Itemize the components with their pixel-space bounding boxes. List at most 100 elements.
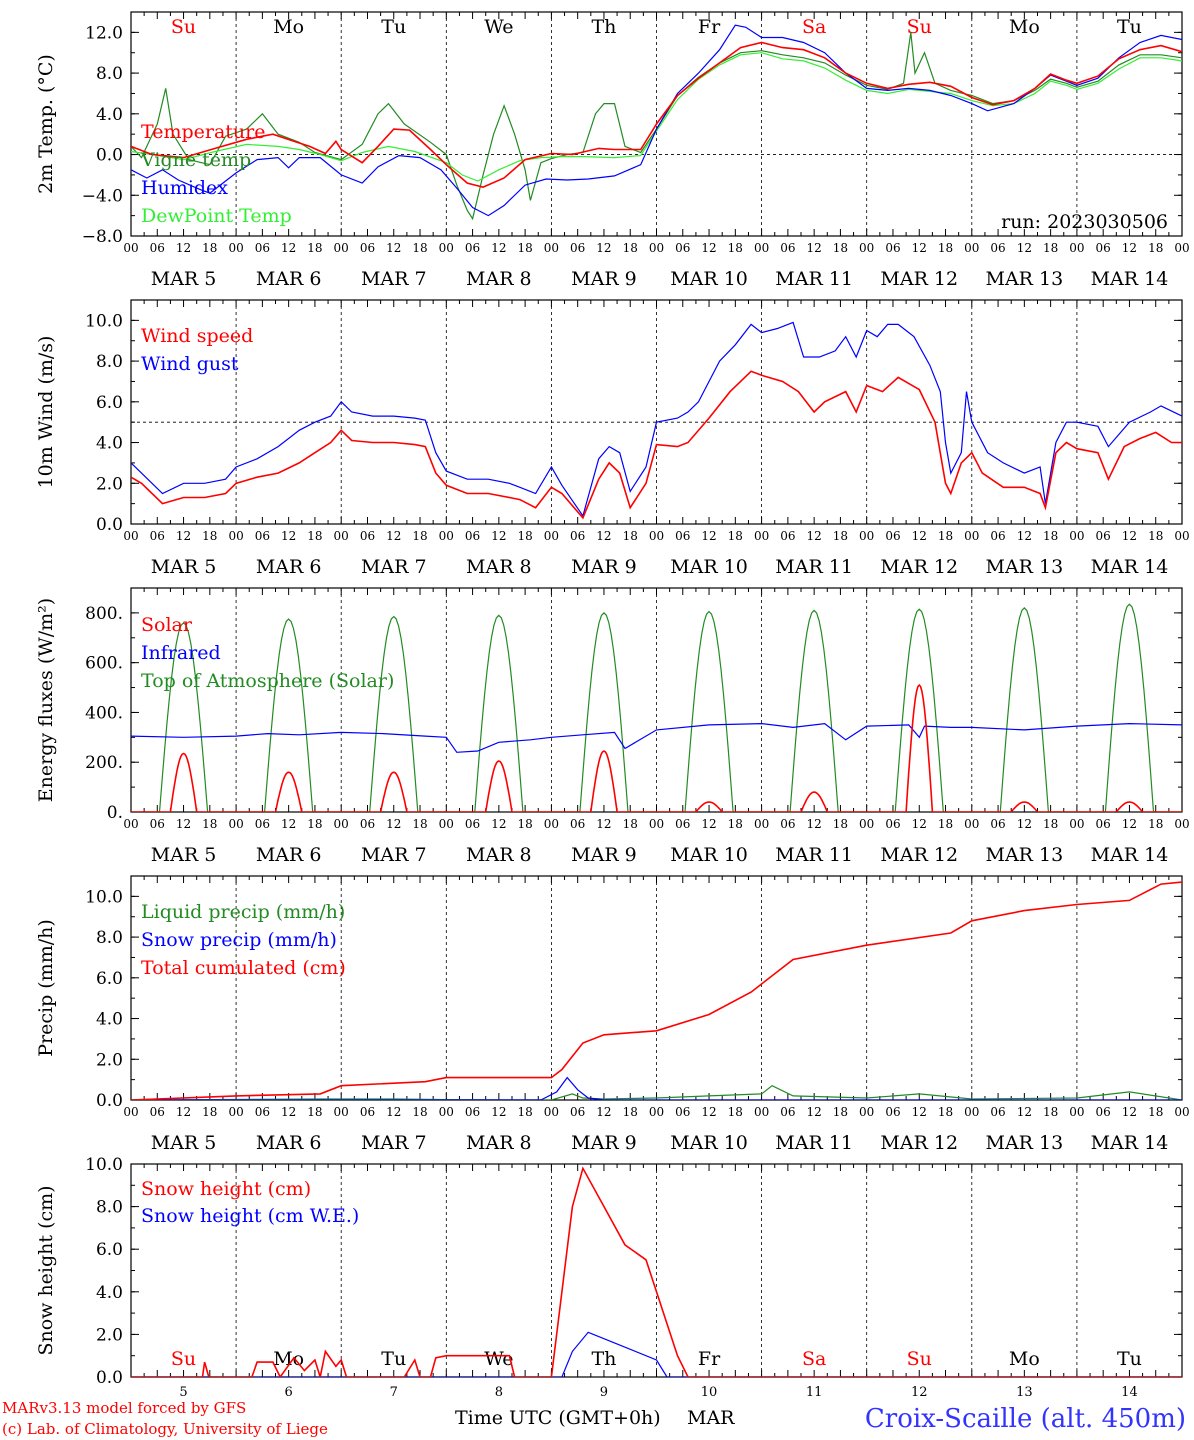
legend-entry: DewPoint Temp (141, 205, 292, 227)
x-day-number: 13 (1016, 1385, 1033, 1400)
x-day-number: 10 (701, 1385, 718, 1400)
day-of-week-label: Su (171, 16, 196, 38)
x-hour-label: 18 (833, 1105, 848, 1119)
y-axis-label: Energy fluxes (W/m²) (35, 598, 57, 802)
x-hour-label: 00 (1069, 817, 1084, 831)
y-axis-label: Snow height (cm) (35, 1185, 57, 1355)
x-date-label: MAR 12 (880, 268, 958, 290)
y-tick-label: 6.0 (96, 1240, 123, 1260)
x-hour-label: 00 (859, 529, 874, 543)
x-hour-label: 00 (964, 1105, 979, 1119)
day-of-week-label: Tu (1117, 16, 1142, 38)
x-hour-label: 00 (859, 241, 874, 255)
x-date-label: MAR 14 (1091, 844, 1169, 866)
y-tick-label: 12.0 (85, 23, 123, 43)
x-hour-label: 18 (517, 529, 532, 543)
x-hour-label: 12 (176, 817, 191, 831)
x-hour-label: 00 (439, 1105, 454, 1119)
y-tick-label: −8.0 (82, 227, 123, 247)
x-hour-label: 12 (281, 529, 296, 543)
chart-panel-4: 0.0 2.0 4.0 6.0 8.0 10.0 Precip (mm/h) 00 06 12 18… (35, 875, 1190, 1154)
x-hour-label: 00 (754, 1105, 769, 1119)
x-hour-label: 12 (596, 241, 611, 255)
y-tick-label: 0.0 (96, 1091, 123, 1111)
day-of-week-label: Fr (698, 16, 721, 38)
x-hour-label: 00 (334, 817, 349, 831)
x-hour-label: 06 (885, 817, 900, 831)
legend-entry: Infrared (141, 642, 221, 664)
x-hour-label: 18 (1043, 1105, 1058, 1119)
y-tick-label: 600. (85, 654, 123, 674)
legend-entry: Wind speed (141, 325, 253, 347)
day-of-week-label: Sa (802, 16, 826, 38)
x-hour-label: 18 (517, 1105, 532, 1119)
x-hour-label: 06 (1096, 529, 1111, 543)
x-hour-label: 06 (885, 1105, 900, 1119)
footer: MARv3.13 model forced by GFS (c) Lab. of… (2, 1399, 1186, 1438)
x-hour-label: 18 (412, 817, 427, 831)
x-hour-label: 06 (780, 529, 795, 543)
x-date-label: MAR 12 (880, 556, 958, 578)
x-hour-label: 12 (176, 1105, 191, 1119)
y-tick-label: 400. (85, 703, 123, 723)
x-day-number: 7 (390, 1385, 398, 1400)
x-hour-label: 18 (938, 241, 953, 255)
x-date-label: MAR 11 (775, 268, 853, 290)
x-hour-label: 12 (807, 241, 822, 255)
x-hour-label: 12 (1122, 1105, 1137, 1119)
day-of-week-label: Su (907, 16, 932, 38)
day-of-week-label: Tu (381, 16, 406, 38)
x-hour-label: 18 (307, 1105, 322, 1119)
x-hour-label: 06 (990, 241, 1005, 255)
series-line-total-cumulated-cm (131, 881, 1182, 1100)
y-tick-label: −4.0 (82, 186, 123, 206)
x-hour-label: 06 (150, 1105, 165, 1119)
x-hour-label: 00 (649, 529, 664, 543)
x-hour-label: 12 (1017, 241, 1032, 255)
y-axis-label: Precip (mm/h) (35, 919, 57, 1057)
x-hour-label: 18 (202, 1105, 217, 1119)
x-date-label: MAR 7 (361, 844, 427, 866)
x-date-label: MAR 6 (256, 844, 322, 866)
x-hour-label: 00 (123, 241, 138, 255)
x-hour-label: 06 (675, 817, 690, 831)
x-date-label: MAR 9 (571, 556, 637, 578)
x-day-number: 5 (179, 1385, 187, 1400)
x-hour-label: 00 (544, 817, 559, 831)
day-of-week-label: Tu (381, 1348, 406, 1370)
x-hour-label: 18 (833, 817, 848, 831)
x-hour-label: 18 (833, 529, 848, 543)
chart-panel-2: 0.0 2.0 4.0 6.0 8.0 10.0 10m Wind (m/s) 00 06 12 1… (35, 299, 1190, 578)
x-hour-label: 06 (150, 529, 165, 543)
x-hour-label: 00 (228, 241, 243, 255)
x-date-label: MAR 7 (361, 268, 427, 290)
day-of-week-label: Sa (802, 1348, 826, 1370)
x-hour-label: 18 (623, 529, 638, 543)
x-hour-label: 12 (807, 1105, 822, 1119)
day-of-week-label: Th (591, 1348, 616, 1370)
x-hour-label: 18 (1043, 817, 1058, 831)
x-hour-label: 18 (728, 1105, 743, 1119)
x-hour-label: 00 (228, 1105, 243, 1119)
x-date-label: MAR 8 (466, 556, 532, 578)
series-line-wind-speed (131, 370, 1182, 520)
x-hour-label: 06 (465, 1105, 480, 1119)
x-hour-label: 18 (728, 817, 743, 831)
day-of-week-label: Su (171, 1348, 196, 1370)
x-hour-label: 06 (780, 241, 795, 255)
x-date-label: MAR 13 (985, 844, 1063, 866)
x-hour-label: 06 (360, 1105, 375, 1119)
x-day-number: 12 (911, 1385, 928, 1400)
x-hour-label: 12 (596, 529, 611, 543)
x-hour-label: 18 (938, 817, 953, 831)
x-hour-label: 18 (1148, 241, 1163, 255)
x-day-number: 14 (1121, 1385, 1138, 1400)
x-hour-label: 00 (1174, 817, 1189, 831)
x-hour-label: 00 (1069, 529, 1084, 543)
x-hour-label: 06 (1096, 241, 1111, 255)
x-hour-label: 00 (334, 241, 349, 255)
x-hour-label: 18 (728, 241, 743, 255)
x-hour-label: 06 (465, 241, 480, 255)
x-hour-label: 12 (386, 529, 401, 543)
